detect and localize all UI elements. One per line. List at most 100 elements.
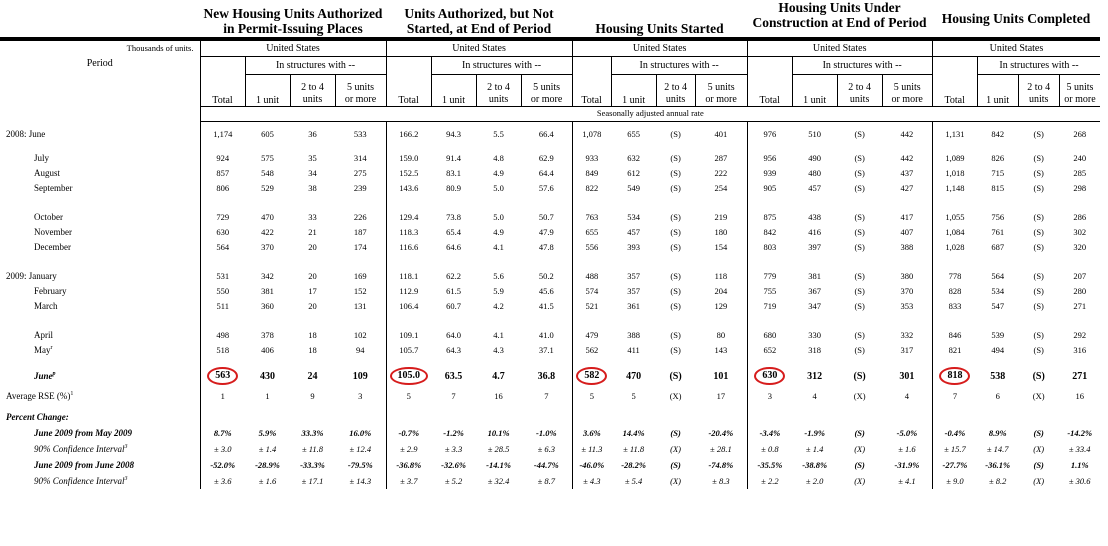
data-cell: 118.3 <box>385 225 432 240</box>
row-label: June 2009 from May 2009 <box>34 427 133 438</box>
spacer-cell <box>521 255 572 269</box>
data-cell: 381 <box>261 286 274 296</box>
data-cell: 204 <box>714 286 728 296</box>
data-table: Thousands of units. United States United S… <box>0 41 1101 489</box>
data-cell: 80 <box>716 330 726 340</box>
data-cell: (S) <box>854 459 865 470</box>
spacer-cell <box>385 196 432 210</box>
data-cell: 857 <box>199 166 245 181</box>
data-cell: 442 <box>900 153 914 163</box>
data-cell: ± 4.1 <box>898 475 916 486</box>
data-cell: 10.1% <box>487 427 510 438</box>
spacer-cell <box>385 358 432 364</box>
data-cell: 564 <box>199 240 245 255</box>
data-cell: ± 15.7 <box>931 441 978 457</box>
data-cell: -35.5% <box>746 457 793 473</box>
data-cell: 370 <box>900 286 914 296</box>
data-cell: 292 <box>1073 330 1087 340</box>
data-cell: 169 <box>353 271 367 281</box>
spacer-cell <box>0 141 200 151</box>
row-label: December <box>34 242 71 252</box>
data-cell: (S) <box>1033 168 1044 178</box>
spacer-cell <box>431 314 476 328</box>
data-cell: 302 <box>1073 227 1087 237</box>
two-to-four-column-header: 2 to 4 units <box>475 74 522 106</box>
data-cell: 357 <box>627 271 640 281</box>
data-cell: 254 <box>714 183 728 193</box>
data-cell: (S) <box>1033 330 1044 340</box>
data-cell: 106.4 <box>385 299 432 314</box>
row-label: 90% Confidence Interval3 <box>34 475 128 486</box>
five-plus-column-header: 5 units or more <box>334 74 387 106</box>
data-cell: 393 <box>627 242 640 252</box>
spacer-cell <box>837 141 882 151</box>
total-column-header: Total <box>385 56 432 106</box>
spacer-cell <box>837 314 882 328</box>
united-states-label: United States <box>199 41 387 57</box>
data-cell: 4 <box>812 390 817 401</box>
data-cell: -52.0% <box>199 457 245 473</box>
data-cell: 381 <box>808 271 822 281</box>
data-cell: ± 1.6 <box>898 443 916 454</box>
data-cell: (S) <box>1033 301 1044 311</box>
spacer-cell <box>1059 141 1100 151</box>
blank-cell <box>0 106 200 121</box>
data-cell: 778 <box>931 269 978 284</box>
data-cell: ± 0.8 <box>746 441 793 457</box>
data-cell: (X) <box>854 443 866 454</box>
data-cell: 849 <box>571 166 612 181</box>
data-cell: (S) <box>670 427 681 438</box>
data-cell: (S) <box>670 168 681 178</box>
data-cell: 1,089 <box>931 151 978 166</box>
spacer-cell <box>335 255 386 269</box>
data-cell: ± 33.4 <box>1068 443 1091 454</box>
data-cell: (X) <box>1032 390 1045 401</box>
spacer-cell <box>882 314 932 328</box>
spacer-cell <box>746 196 793 210</box>
data-cell: 442 <box>900 128 914 139</box>
spacer-cell <box>746 404 793 410</box>
total-column-header: Total <box>931 56 978 106</box>
data-cell: 16.0% <box>349 427 372 438</box>
spacer-cell <box>199 358 245 364</box>
data-cell: 397 <box>808 242 822 252</box>
data-cell: 16 <box>1075 390 1084 401</box>
united-states-label: United States <box>385 41 573 57</box>
data-cell: 101 <box>713 370 729 382</box>
data-cell: 1 <box>265 390 270 401</box>
data-cell: (S) <box>670 286 681 296</box>
spacer-cell <box>1059 255 1100 269</box>
spacer-cell <box>385 141 432 151</box>
data-cell: 50.2 <box>538 271 554 281</box>
data-cell: 94.3 <box>446 128 461 139</box>
data-cell: 5.9% <box>258 427 277 438</box>
data-cell: ± 1.4 <box>258 443 277 454</box>
data-cell: ± 8.7 <box>537 475 556 486</box>
data-cell: (S) <box>1033 459 1044 470</box>
table-row: Mayr 518 406 18 94 105.7 64.3 4.3 37.1 562 411 (S) 1… <box>0 343 1100 358</box>
data-cell: (S) <box>1033 128 1044 139</box>
data-cell: 388 <box>627 330 640 340</box>
spacer-row <box>0 121 1100 127</box>
data-cell: 129.4 <box>385 210 432 225</box>
data-cell: (X) <box>854 475 866 486</box>
spacer-cell <box>1018 141 1059 151</box>
data-cell: 457 <box>808 183 822 193</box>
data-cell: ± 1.4 <box>805 443 824 454</box>
data-cell: 317 <box>900 345 914 355</box>
row-label: February <box>34 286 67 296</box>
data-cell: (S) <box>669 370 682 382</box>
spacer-cell <box>837 410 882 425</box>
data-cell: -36.8% <box>385 457 432 473</box>
spacer-cell <box>931 255 978 269</box>
data-cell: -44.7% <box>533 459 559 470</box>
data-cell: 1 <box>199 388 245 404</box>
data-cell: 33.3% <box>301 427 324 438</box>
data-cell: 330 <box>808 330 822 340</box>
data-cell: 24 <box>307 370 318 382</box>
data-cell: 430 <box>260 370 275 382</box>
data-cell: 1,018 <box>931 166 978 181</box>
spacer-cell <box>431 255 476 269</box>
spacer-cell <box>476 255 521 269</box>
